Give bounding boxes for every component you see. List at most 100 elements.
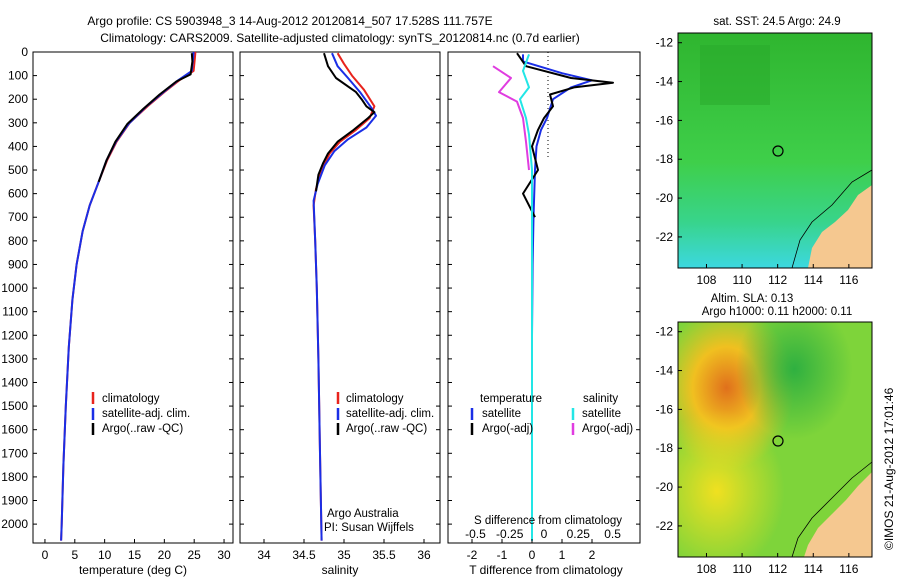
temperature-panel-frame	[32, 51, 234, 544]
lon-tick-label: 110	[733, 562, 752, 576]
lon-tick-label: 108	[696, 562, 716, 576]
s-diff-tick-label: -0.5	[465, 527, 486, 541]
lon-tick-label: 110	[733, 273, 752, 287]
lat-tick-label: -16	[656, 402, 674, 416]
sst-coast-land	[808, 185, 872, 268]
lat-tick-label: -18	[656, 152, 674, 166]
s-diff-tick-label: 0.25	[567, 527, 591, 541]
sla-lat-axis: -12 -14 -16 -18 -20 -22	[656, 325, 682, 533]
sst-map: sat. SST: 24.5 Argo: 24.9 -12 -14 -16 -18 -2…	[656, 16, 873, 287]
x-tick-label: 35	[337, 548, 351, 562]
series-line-t-satellite	[522, 54, 593, 541]
s-diff-tick-label: 0	[541, 527, 548, 541]
depth-tick-label: 500	[8, 163, 28, 177]
depth-tick-label: 1400	[1, 375, 28, 389]
lon-tick-label: 114	[804, 562, 823, 576]
legend-title-temperature: temperature	[480, 393, 542, 405]
series-line-climatology	[312, 52, 376, 541]
sla-map-title-1: Altim. SLA: 0.13	[711, 293, 793, 305]
series-line-argo-raw-qc	[315, 52, 376, 192]
lat-tick-label: -16	[656, 113, 674, 127]
lat-tick-label: -22	[656, 230, 674, 244]
legend-title-salinity: salinity	[583, 393, 618, 405]
s-diff-tick-label: -0.25	[496, 527, 524, 541]
sla-coast-land	[804, 472, 872, 557]
x-tick-label: 20	[158, 548, 172, 562]
legend-label-satellite-s: satellite-adj. clim.	[346, 408, 434, 420]
legend-label-climatology: climatology	[102, 393, 160, 405]
lon-tick-label: 108	[696, 273, 716, 287]
series-line-s-argo-adj	[492, 65, 530, 171]
x-tick-label: 0	[42, 548, 49, 562]
x-tick-label: -2	[467, 548, 478, 562]
depth-tick-label: 100	[8, 69, 28, 83]
depth-tick-label: 1100	[2, 305, 28, 319]
lon-tick-label: 112	[768, 562, 787, 576]
lon-tick-label: 116	[839, 273, 858, 287]
lat-tick-label: -12	[656, 36, 674, 50]
series-line-satellite-adj-clim	[312, 52, 377, 541]
x-tick-label: 2	[589, 548, 596, 562]
legend-label-argo-s: Argo(..raw -QC)	[346, 423, 427, 435]
lat-tick-label: -14	[656, 75, 674, 89]
depth-tick-label: 1200	[1, 328, 28, 342]
depth-tick-label: 1500	[1, 399, 28, 413]
sst-lat-axis: -12 -14 -16 -18 -20 -22	[656, 36, 682, 244]
lat-tick-label: -12	[656, 325, 674, 339]
lat-tick-label: -20	[656, 191, 674, 205]
sla-map: Altim. SLA: 0.13 Argo h1000: 0.11 h2000:…	[656, 293, 873, 576]
pi-note: PI: Susan Wijffels	[324, 522, 414, 534]
salinity-panel: 34 34.5 35 35.5 36 salinity climatology sate…	[239, 51, 441, 577]
lon-tick-label: 116	[839, 562, 858, 576]
depth-tick-label: 1300	[1, 352, 28, 366]
x-tick-label: 34.5	[292, 548, 316, 562]
salinity-panel-frame	[239, 51, 441, 544]
depth-axis: 0 100 200 300 400 500 600 700 800 900 1000 1100 1200…	[1, 45, 640, 531]
depth-tick-label: 300	[8, 116, 28, 130]
legend-label-s-satellite: satellite	[582, 408, 621, 420]
figure-title-line1: Argo profile: CS 5903948_3 14-Aug-2012 2…	[87, 14, 492, 28]
depth-tick-label: 900	[8, 257, 28, 271]
difference-panel: -2 -1 0 1 2 -0.5 -0.25 0 0.25 0.5 T difference f…	[447, 51, 641, 577]
sst-lon-axis: 108 110 112 114 116	[696, 264, 859, 287]
x-tick-label: 35.5	[372, 548, 396, 562]
sla-map-frame	[677, 321, 873, 558]
legend-label-satellite: satellite-adj. clim.	[102, 408, 190, 420]
sla-lon-axis: 108 110 112 114 116	[696, 553, 859, 576]
argo-australia-note: Argo Australia	[327, 508, 399, 520]
x-tick-label: 36	[417, 548, 431, 562]
depth-tick-label: 700	[8, 210, 28, 224]
lat-tick-label: -18	[656, 441, 674, 455]
depth-tick-label: 0	[21, 45, 28, 59]
s-difference-label: S difference from climatology	[474, 515, 622, 527]
x-tick-label: 15	[128, 548, 142, 562]
salinity-xlabel: salinity	[322, 563, 359, 577]
lat-tick-label: -22	[656, 519, 674, 533]
x-tick-label: 10	[98, 548, 112, 562]
lat-tick-label: -20	[656, 480, 674, 494]
depth-tick-label: 2000	[1, 517, 28, 531]
x-tick-label: 25	[188, 548, 202, 562]
imos-timestamp: ©IMOS 21-Aug-2012 17:01:46	[882, 387, 896, 550]
lon-tick-label: 114	[804, 273, 823, 287]
sla-map-title-2: Argo h1000: 0.11 h2000: 0.11	[702, 306, 852, 318]
depth-tick-label: 800	[8, 234, 28, 248]
difference-panel-frame	[447, 51, 641, 544]
t-difference-xlabel: T difference from climatology	[469, 563, 623, 577]
depth-tick-label: 1600	[1, 423, 28, 437]
lat-tick-label: -14	[656, 364, 674, 378]
x-tick-label: 1	[559, 548, 566, 562]
depth-tick-label: 200	[8, 92, 28, 106]
depth-tick-label: 400	[8, 139, 28, 153]
legend-label-s-argo: Argo(-adj)	[582, 423, 633, 435]
depth-tick-label: 600	[8, 187, 28, 201]
x-tick-label: 34	[257, 548, 271, 562]
figure-title-line2: Climatology: CARS2009. Satellite-adjuste…	[100, 31, 580, 45]
sst-warm-patch	[700, 45, 770, 105]
series-line-s-satellite	[519, 54, 533, 541]
x-tick-label: 30	[217, 548, 231, 562]
depth-tick-label: 1900	[1, 494, 28, 508]
temperature-xlabel: temperature (deg C)	[79, 563, 187, 577]
s-diff-tick-label: 0.5	[604, 527, 621, 541]
legend-label-t-satellite: satellite	[482, 408, 521, 420]
